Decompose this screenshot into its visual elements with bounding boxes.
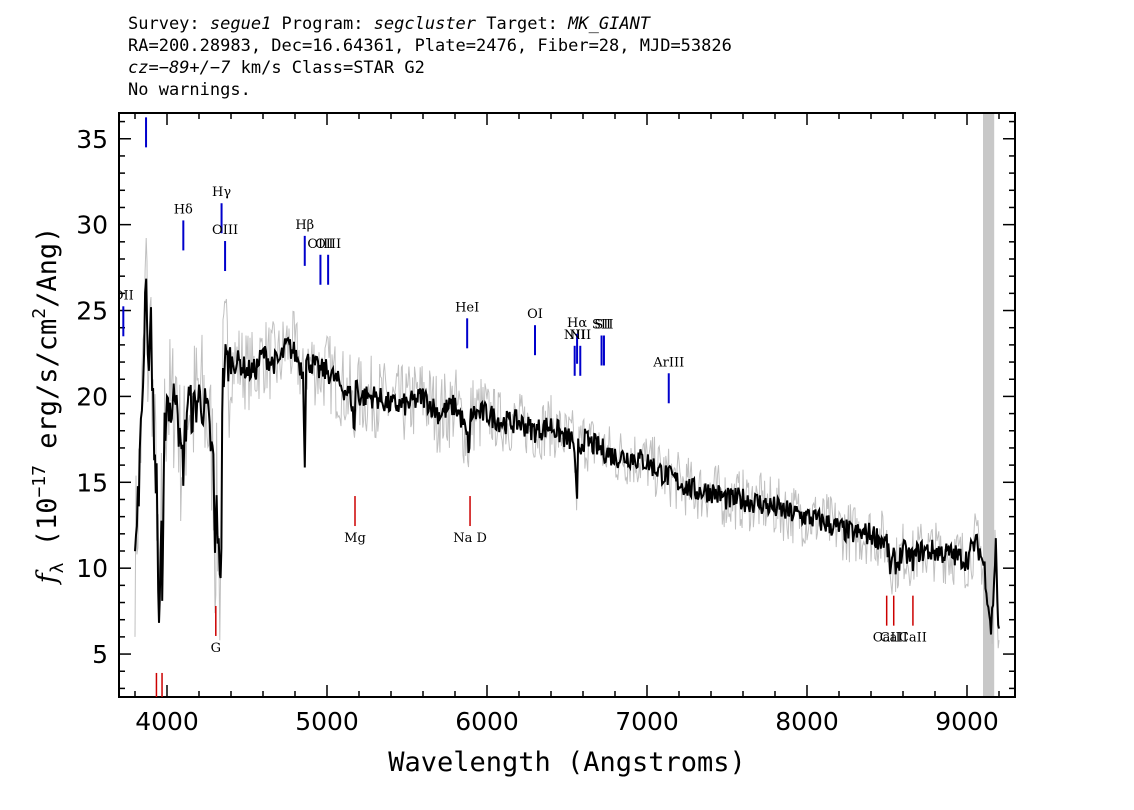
- y-tick-label: 10: [76, 554, 108, 583]
- absorption-line-label: CaII: [873, 631, 901, 646]
- emission-line-label: ArIII: [652, 355, 684, 370]
- emission-line-label: OIII: [307, 237, 333, 252]
- x-tick-label: 4000: [135, 707, 199, 736]
- absorption-line-label: CaII: [899, 631, 927, 646]
- spectrum-header: Survey: segue1 Program: segcluster Targe…: [128, 13, 732, 101]
- absorption-line-label: Mg: [344, 531, 366, 546]
- y-tick-label: 5: [92, 640, 108, 669]
- header-line-3: cz=−89+/−7 km/s Class=STAR G2: [128, 57, 732, 79]
- x-tick-label: 9000: [935, 707, 999, 736]
- survey-label: Survey:: [128, 14, 210, 34]
- header-line-2: RA=200.28983, Dec=16.64361, Plate=2476, …: [128, 36, 732, 56]
- plot-frame: [118, 112, 1016, 698]
- y-axis-title: fλ (10−17 erg/s/cm2/Ang): [29, 227, 68, 586]
- y-tick-label: 25: [76, 297, 108, 326]
- header-line-4: No warnings.: [128, 80, 251, 100]
- emission-line-label: NII: [564, 328, 586, 343]
- masked-region: [983, 113, 995, 697]
- program-value: segcluster: [373, 14, 477, 34]
- absorption-line-label: G: [211, 641, 221, 656]
- x-tick-label: 6000: [455, 707, 519, 736]
- y-tick-label: 35: [76, 125, 108, 154]
- emission-line-label: SII: [592, 317, 611, 332]
- emission-line-label: SII: [594, 317, 613, 332]
- emission-line-label: OIII: [212, 223, 238, 238]
- emission-line-label: HeI: [455, 300, 479, 315]
- target-value: MK_GIANT: [568, 14, 651, 34]
- survey-value: segue1: [209, 14, 272, 34]
- emission-line-label: Hδ: [174, 202, 193, 217]
- emission-line-label: NeIII: [129, 99, 163, 114]
- cz-value: =−89+/−7: [148, 58, 231, 78]
- noise-band: [134, 237, 1000, 649]
- emission-line-label: Hβ: [295, 218, 314, 233]
- cz-label: cz: [128, 58, 149, 78]
- absorption-line-label: Na D: [453, 531, 487, 546]
- spectrum-line: [134, 278, 1000, 635]
- emission-line-label: NII: [569, 328, 591, 343]
- x-tick-label: 5000: [295, 707, 359, 736]
- emission-line-label: OI: [527, 307, 543, 322]
- class-text: km/s Class=STAR G2: [230, 58, 425, 78]
- emission-line-label: Hα: [567, 316, 587, 331]
- x-tick-label: 8000: [775, 707, 839, 736]
- y-tick-label: 30: [76, 211, 108, 240]
- y-tick-label: 20: [76, 382, 108, 411]
- x-tick-label: 7000: [615, 707, 679, 736]
- emission-line-label: OII: [113, 288, 134, 303]
- emission-line-label: Hγ: [212, 185, 231, 200]
- y-tick-label: 15: [76, 468, 108, 497]
- absorption-line-label: CaII: [880, 631, 908, 646]
- emission-line-label: OIII: [315, 237, 341, 252]
- program-label: Program:: [271, 14, 374, 34]
- x-axis-title: Wavelength (Angstroms): [388, 747, 746, 778]
- header-line-1: Survey: segue1 Program: segcluster Targe…: [128, 13, 732, 35]
- target-label: Target:: [476, 14, 569, 34]
